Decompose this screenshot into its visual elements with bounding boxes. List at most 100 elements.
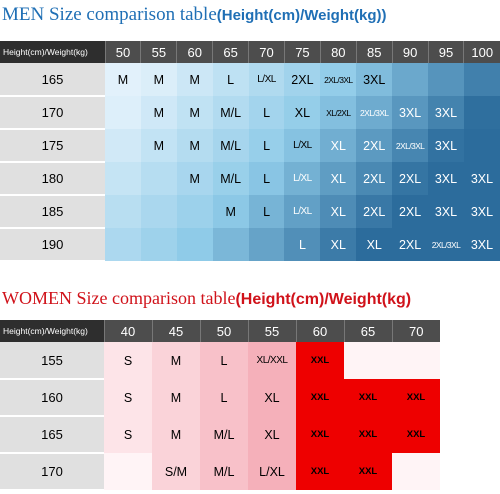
men-size-cell: 2XL/3XL <box>428 228 464 261</box>
men-size-cell <box>105 162 141 195</box>
women-size-cell: S <box>104 379 152 416</box>
men-size-cell: M <box>105 63 141 96</box>
women-size-cell: S <box>104 416 152 453</box>
women-size-cell: XXL <box>392 416 440 453</box>
women-row-155: 155 S M L XL/XXL XXL <box>0 342 440 380</box>
men-size-cell: 2XL <box>356 195 393 228</box>
men-size-cell: L/XL <box>284 162 321 195</box>
women-size-cell <box>392 453 440 490</box>
men-size-cell <box>212 228 249 261</box>
men-size-cell <box>463 63 500 96</box>
men-size-cell: L/XL <box>248 63 285 96</box>
men-size-cell: L <box>248 129 285 162</box>
men-title-units: (Height(cm)/Weight(kg)) <box>216 7 387 24</box>
men-size-cell <box>105 96 141 129</box>
men-size-cell: 2XL/3XL <box>320 63 357 96</box>
men-table-title: MEN Size comparison table(Height(cm)/Wei… <box>2 4 386 26</box>
women-size-cell: S/M <box>152 453 200 490</box>
men-weight-50: 50 <box>104 41 141 63</box>
women-weight-65: 65 <box>343 320 392 342</box>
women-size-cell: M/L <box>200 453 248 490</box>
men-size-cell <box>140 162 177 195</box>
men-size-cell: M <box>140 63 177 96</box>
men-size-cell: M/L <box>212 162 249 195</box>
women-size-cell: XXL <box>344 416 392 453</box>
women-size-cell: M <box>152 416 200 453</box>
men-height-label: 190 <box>0 228 106 262</box>
women-height-label: 165 <box>0 416 104 454</box>
men-weight-55: 55 <box>140 41 177 63</box>
men-weight-100: 100 <box>463 41 500 63</box>
men-size-cell: L <box>248 96 285 129</box>
men-weight-90: 90 <box>391 41 429 63</box>
men-size-cell: 2XL <box>356 129 393 162</box>
men-size-cell: 2XL/3XL <box>356 96 393 129</box>
men-size-cell <box>428 63 464 96</box>
men-size-cell: XL <box>284 96 321 129</box>
women-size-cell: M/L <box>200 416 248 453</box>
women-corner-label: Height(cm)/Weight(kg) <box>0 320 104 342</box>
men-size-cell <box>105 195 141 228</box>
men-title-text: MEN Size comparison table <box>2 4 217 25</box>
men-size-cell: M <box>176 129 213 162</box>
men-size-cell: 2XL <box>356 162 393 195</box>
men-size-cell: M <box>140 96 177 129</box>
men-size-cell: 3XL <box>392 96 429 129</box>
women-size-cell: M <box>152 379 200 416</box>
women-size-table: Height(cm)/Weight(kg) 40 45 50 55 60 65 … <box>0 320 440 491</box>
men-size-cell: L/XL <box>284 129 321 162</box>
men-size-cell: XL <box>320 228 357 261</box>
women-size-cell: XL <box>248 379 296 416</box>
women-size-cell: XXL <box>296 342 344 379</box>
men-height-label: 165 <box>0 63 106 97</box>
men-corner-label: Height(cm)/Weight(kg) <box>0 41 106 63</box>
women-weight-60: 60 <box>295 320 344 342</box>
men-size-cell: 3XL <box>463 195 500 228</box>
men-size-cell <box>392 63 429 96</box>
women-size-cell <box>104 453 152 490</box>
men-row-190: 190 L XL XL 2XL 2XL/3XL 3XL <box>0 228 500 262</box>
women-table-body: 155 S M L XL/XXL XXL 160 S M L XL XXL XXL XXL 165 S M M/L… <box>0 342 440 491</box>
men-height-label: 180 <box>0 162 106 196</box>
men-weight-85: 85 <box>355 41 393 63</box>
women-size-cell: L <box>200 342 248 379</box>
men-size-cell: M <box>212 195 249 228</box>
men-size-cell: XL <box>320 162 357 195</box>
women-weight-50: 50 <box>199 320 248 342</box>
women-table-title: WOMEN Size comparison table(Height(cm)/W… <box>2 288 411 309</box>
men-size-cell: XL <box>320 129 357 162</box>
men-height-label: 175 <box>0 129 106 163</box>
men-size-cell: M/L <box>212 129 249 162</box>
men-weight-75: 75 <box>283 41 321 63</box>
men-size-cell: L <box>212 63 249 96</box>
women-size-cell: XL/XXL <box>248 342 296 379</box>
women-title-units: (Height(cm)/Weight(kg) <box>235 291 412 308</box>
women-size-cell: XL <box>248 416 296 453</box>
men-size-cell: M <box>176 162 213 195</box>
women-weight-70: 70 <box>391 320 440 342</box>
men-size-cell <box>140 228 177 261</box>
men-size-cell <box>248 228 285 261</box>
women-size-cell: XXL <box>392 379 440 416</box>
men-header-row: Height(cm)/Weight(kg) 50 55 60 65 70 75 … <box>0 41 500 63</box>
men-row-180: 180 M M/L L L/XL XL 2XL 2XL 3XL 3XL <box>0 162 500 196</box>
women-title-text: WOMEN Size comparison table <box>2 288 236 308</box>
men-size-cell: 2XL <box>392 228 429 261</box>
women-height-label: 160 <box>0 379 104 417</box>
men-size-cell: 2XL <box>392 162 429 195</box>
women-size-cell: S <box>104 342 152 379</box>
men-size-cell: 3XL <box>428 195 464 228</box>
women-row-165: 165 S M M/L XL XXL XXL XXL <box>0 416 440 454</box>
men-weight-60: 60 <box>176 41 213 63</box>
men-height-label: 185 <box>0 195 106 229</box>
men-size-cell <box>463 129 500 162</box>
men-size-cell: 3XL <box>428 96 464 129</box>
men-size-cell: 2XL/3XL <box>392 129 429 162</box>
women-header-row: Height(cm)/Weight(kg) 40 45 50 55 60 65 … <box>0 320 440 342</box>
women-size-cell: L/XL <box>248 453 296 490</box>
men-size-cell <box>105 228 141 261</box>
men-size-cell: 3XL <box>463 162 500 195</box>
women-height-label: 170 <box>0 453 104 491</box>
men-weight-95: 95 <box>427 41 464 63</box>
women-size-cell: XXL <box>344 379 392 416</box>
